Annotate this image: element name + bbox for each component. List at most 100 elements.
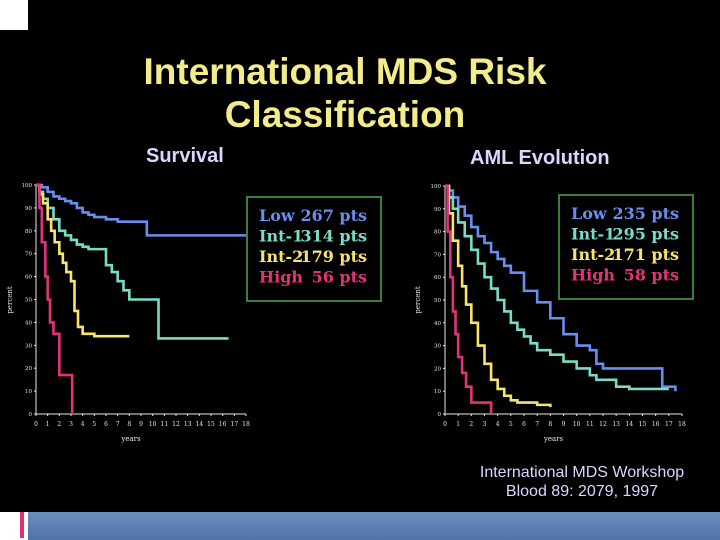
survival-y-axis-label: percent xyxy=(6,286,14,314)
aml-y-tick-label: 30 xyxy=(434,344,441,350)
aml-x-tick-label: 8 xyxy=(548,421,552,428)
survival-x-tick-label: 11 xyxy=(161,421,169,428)
aml-x-tick-label: 17 xyxy=(665,421,673,428)
survival-legend-name: Low xyxy=(259,206,296,225)
aml-x-tick-label: 1 xyxy=(456,421,460,428)
survival-y-tick-label: 60 xyxy=(25,275,32,281)
aml-y-tick-label: 40 xyxy=(434,321,441,327)
aml-series-int-2 xyxy=(445,184,552,408)
citation-line-2: Blood 89: 2079, 1997 xyxy=(505,483,659,500)
survival-x-tick-label: 7 xyxy=(116,421,120,428)
survival-x-tick-label: 6 xyxy=(104,421,108,428)
left-strip xyxy=(0,30,28,512)
title-line-1: International MDS Risk xyxy=(143,51,547,92)
survival-x-tick-label: 17 xyxy=(231,421,239,428)
survival-x-tick-label: 4 xyxy=(81,421,85,428)
aml-x-tick-label: 7 xyxy=(535,421,539,428)
survival-x-tick-label: 0 xyxy=(34,421,38,428)
survival-y-tick-label: 90 xyxy=(25,206,32,212)
title-line-2: Classification xyxy=(224,94,466,135)
survival-y-tick-label: 40 xyxy=(25,320,32,326)
survival-x-axis-label: years xyxy=(120,435,141,443)
aml-y-tick-label: 10 xyxy=(434,389,441,395)
aml-series-low xyxy=(445,184,677,392)
survival-x-tick-label: 9 xyxy=(139,421,143,428)
slide-title: International MDS Risk Classification xyxy=(60,50,630,136)
survival-y-tick-label: 80 xyxy=(25,229,32,235)
aml-y-tick-label: 0 xyxy=(438,412,442,418)
survival-series-high xyxy=(36,183,74,414)
survival-x-tick-label: 18 xyxy=(242,421,250,428)
survival-legend-name: Int-1 xyxy=(259,227,303,246)
survival-series-int-2 xyxy=(36,183,130,338)
survival-x-tick-label: 5 xyxy=(92,421,96,428)
survival-x-tick-label: 2 xyxy=(57,421,61,428)
survival-legend-count: 267 pts xyxy=(300,206,367,225)
survival-x-tick-label: 3 xyxy=(69,421,73,428)
footer-bar xyxy=(28,512,720,540)
survival-x-tick-label: 1 xyxy=(46,421,50,428)
aml-y-tick-label: 20 xyxy=(434,366,441,372)
aml-y-axis-label: percent xyxy=(414,286,422,314)
aml-y-tick-label: 70 xyxy=(434,252,441,258)
aml-chart-title: AML Evolution xyxy=(470,147,610,169)
aml-y-tick-label: 80 xyxy=(434,230,441,236)
aml-x-tick-label: 0 xyxy=(443,421,447,428)
aml-x-tick-label: 11 xyxy=(586,421,594,428)
survival-y-tick-label: 70 xyxy=(25,252,32,258)
aml-y-tick-label: 50 xyxy=(434,298,441,304)
aml-legend-name: Int-2 xyxy=(571,245,615,264)
survival-legend-name: Int-2 xyxy=(259,247,303,266)
aml-x-tick-label: 18 xyxy=(678,421,686,428)
aml-legend-name: Int-1 xyxy=(571,225,615,244)
survival-x-tick-label: 10 xyxy=(149,421,157,428)
aml-x-tick-label: 10 xyxy=(573,421,581,428)
survival-y-tick-label: 50 xyxy=(25,298,32,304)
survival-x-tick-label: 15 xyxy=(207,421,215,428)
survival-series-int-1 xyxy=(36,183,229,340)
aml-x-tick-label: 16 xyxy=(652,421,660,428)
aml-legend-box xyxy=(558,194,694,300)
survival-y-tick-label: 100 xyxy=(22,183,33,189)
survival-legend-count: 179 pts xyxy=(300,247,367,266)
survival-legend-count: 314 pts xyxy=(300,227,367,246)
aml-legend-count: 235 pts xyxy=(612,204,679,223)
aml-x-tick-label: 12 xyxy=(599,421,607,428)
aml-x-tick-label: 2 xyxy=(469,421,473,428)
aml-legend-count: 171 pts xyxy=(612,245,679,264)
aml-x-tick-label: 3 xyxy=(483,421,487,428)
survival-legend-count: 56 pts xyxy=(312,268,367,287)
survival-legend-name: High xyxy=(259,268,303,287)
aml-y-tick-label: 100 xyxy=(431,184,442,190)
survival-y-tick-label: 30 xyxy=(25,343,32,349)
citation: International MDS Workshop Blood 89: 207… xyxy=(462,463,702,501)
survival-series-low xyxy=(36,183,246,237)
aml-x-axis-label: years xyxy=(543,435,564,443)
aml-y-tick-label: 60 xyxy=(434,275,441,281)
aml-legend-count: 58 pts xyxy=(624,266,679,285)
aml-legend-count: 295 pts xyxy=(612,225,679,244)
aml-x-tick-label: 9 xyxy=(562,421,566,428)
survival-chart-title: Survival xyxy=(146,145,224,167)
footer-accent xyxy=(20,512,24,538)
aml-x-tick-label: 6 xyxy=(522,421,526,428)
aml-legend-name: Low xyxy=(571,204,608,223)
aml-series-int-1 xyxy=(445,184,669,391)
aml-series-high xyxy=(445,184,493,414)
aml-x-tick-label: 15 xyxy=(639,421,647,428)
survival-x-tick-label: 12 xyxy=(172,421,180,428)
survival-y-tick-label: 0 xyxy=(29,412,33,418)
survival-x-tick-label: 16 xyxy=(219,421,227,428)
aml-x-tick-label: 13 xyxy=(612,421,620,428)
corner-box xyxy=(0,0,28,30)
citation-line-1: International MDS Workshop xyxy=(479,464,685,481)
aml-x-tick-label: 5 xyxy=(509,421,513,428)
survival-y-tick-label: 20 xyxy=(25,366,32,372)
aml-y-tick-label: 90 xyxy=(434,207,441,213)
survival-y-tick-label: 10 xyxy=(25,389,32,395)
survival-x-tick-label: 8 xyxy=(127,421,131,428)
aml-legend-name: High xyxy=(571,266,615,285)
